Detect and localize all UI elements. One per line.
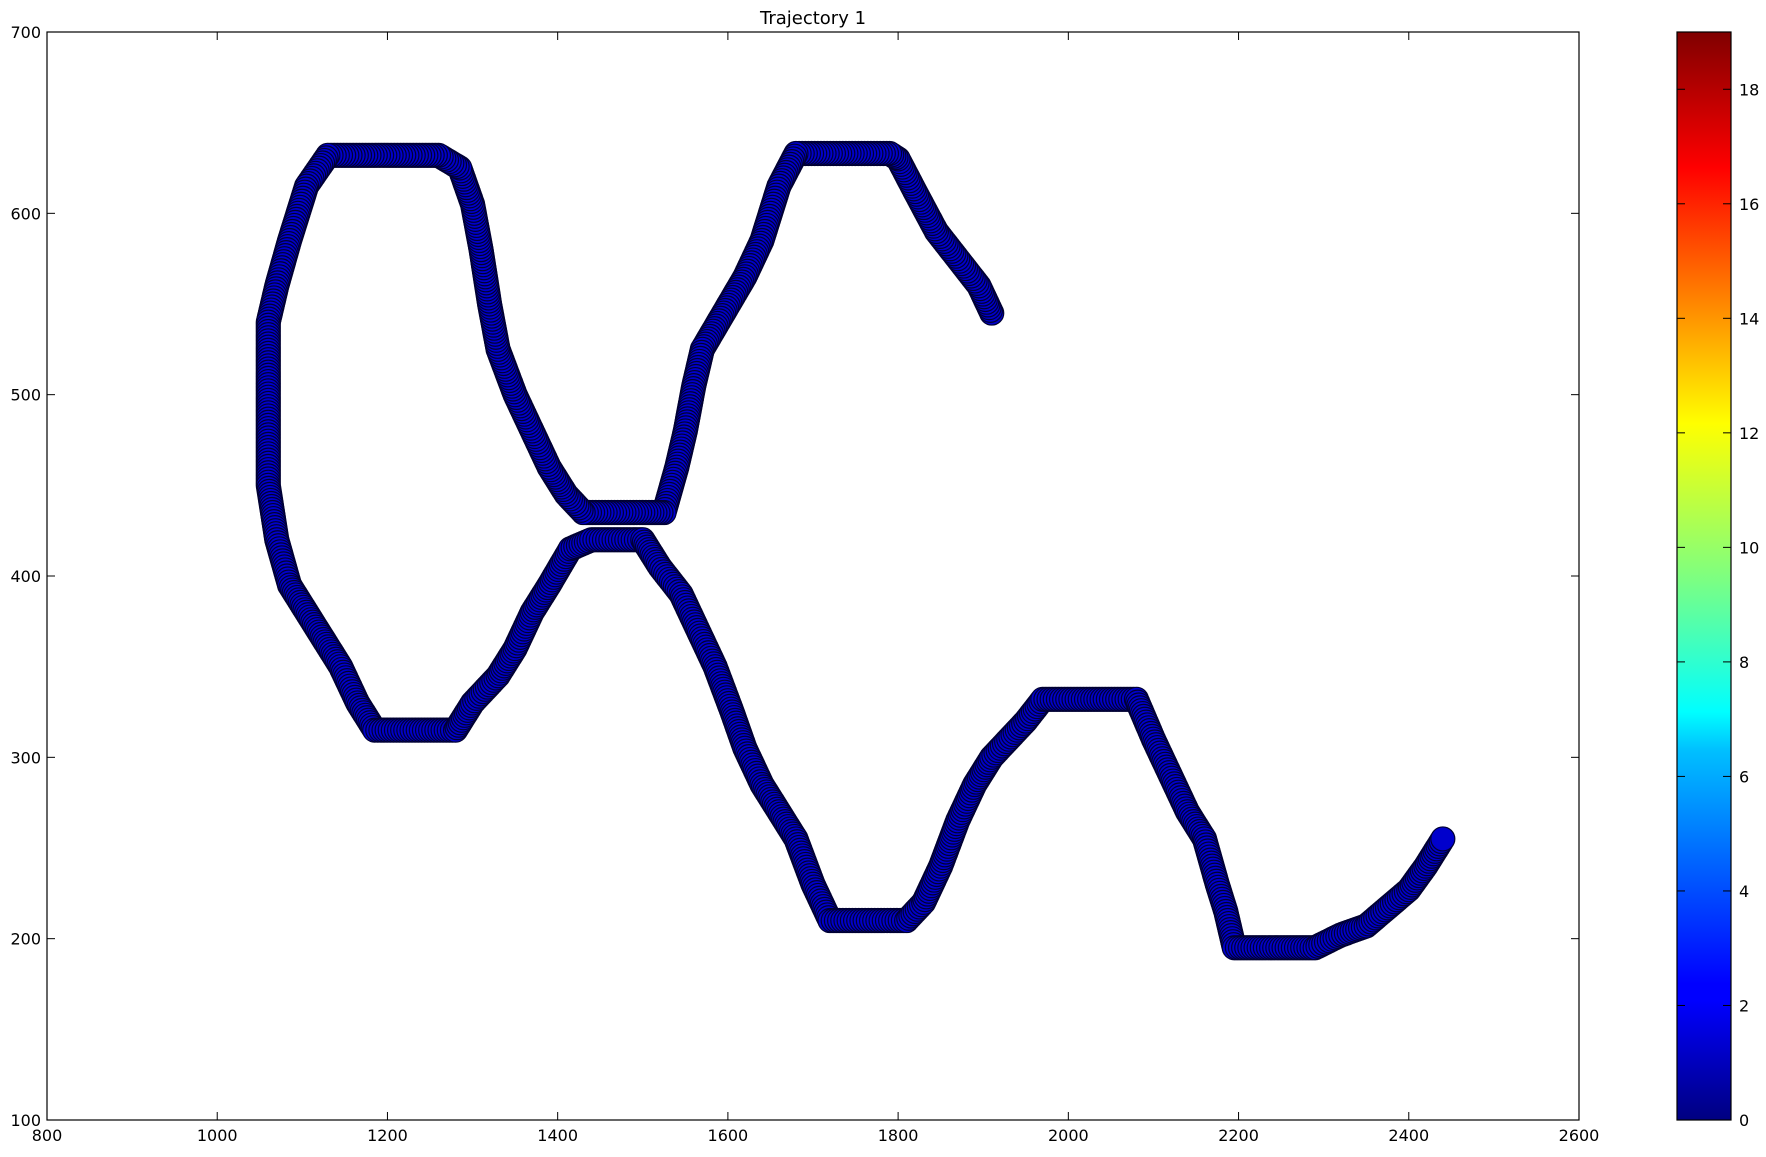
y-tick-label: 200	[10, 930, 41, 949]
scatter-points	[255, 140, 1456, 961]
axes: 800 1000 1200 1400 1600 1800 2000 2200 2400 2600 1…	[10, 23, 1599, 1145]
y-tick-label: 300	[10, 748, 41, 767]
x-tick-label: 1400	[537, 1126, 578, 1145]
colorbar-tick-label: 0	[1739, 1111, 1749, 1130]
colorbar-tick-label: 12	[1739, 424, 1759, 443]
colorbar-tick-label: 4	[1739, 882, 1749, 901]
x-tick-label: 2000	[1048, 1126, 1089, 1145]
y-tick-label: 500	[10, 386, 41, 405]
colorbar-tick-label: 8	[1739, 653, 1749, 672]
y-tick-label: 100	[10, 1111, 41, 1130]
x-tick-label: 2400	[1388, 1126, 1429, 1145]
y-tick-label: 400	[10, 567, 41, 586]
chart-title: Trajectory 1	[759, 8, 866, 29]
data-point-1181	[1430, 826, 1456, 852]
colorbar-tick-label: 18	[1739, 80, 1759, 99]
colorbar-tick-label: 10	[1739, 538, 1759, 557]
y-tick-label: 700	[10, 23, 41, 42]
colorbar-tick-label: 2	[1739, 996, 1749, 1015]
x-tick-label: 1600	[708, 1126, 749, 1145]
x-tick-label: 800	[32, 1126, 63, 1145]
x-tick-label: 1800	[878, 1126, 919, 1145]
x-tick-label: 1000	[197, 1126, 238, 1145]
colorbar	[1676, 31, 1732, 1121]
y-tick-label: 600	[10, 204, 41, 223]
x-tick-label: 1200	[367, 1126, 408, 1145]
x-tick-label: 2200	[1218, 1126, 1259, 1145]
colorbar-tick-label: 16	[1739, 195, 1759, 214]
colorbar-tick-label: 6	[1739, 767, 1749, 786]
colorbar-tick-label: 14	[1739, 309, 1759, 328]
colorbar-ticks: 0 2 4 6 8 10 12 14 16 18	[1677, 80, 1759, 1130]
x-tick-label: 2600	[1559, 1126, 1600, 1145]
